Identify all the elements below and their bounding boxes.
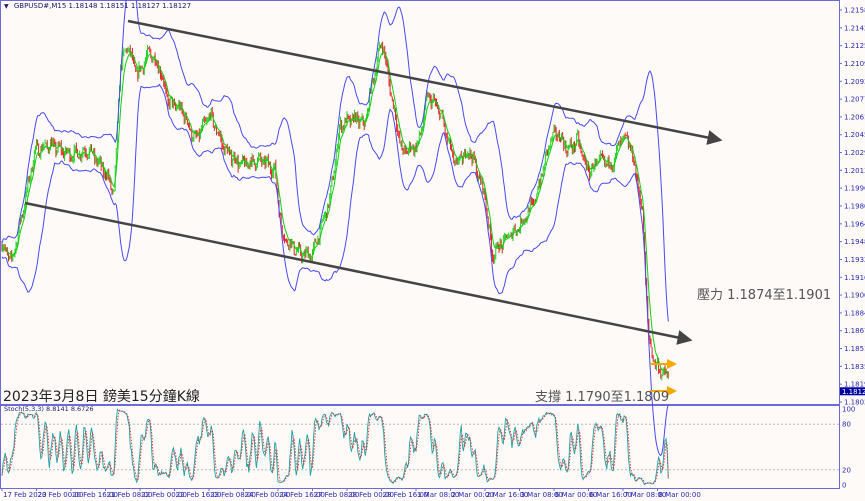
price-tick-label: 1.19160 <box>844 274 865 282</box>
price-tick-label: 1.20935 <box>844 78 865 86</box>
price-tick-label: 1.18030 <box>844 399 865 407</box>
main-pane-frame <box>0 0 840 405</box>
stoch-tick-label: 80 <box>842 421 851 429</box>
stoch-pane-frame <box>0 405 840 489</box>
time-tick-label: 22 Feb 16:00 <box>176 491 222 499</box>
support-annotation: 支撐 1.1790至1.1809 <box>535 390 670 405</box>
time-tick-label: 21 Feb 08:00 <box>107 491 153 499</box>
time-tick-label: 24 Feb 16:00 <box>279 491 325 499</box>
price-tick-label: 1.19805 <box>844 203 865 211</box>
resistance-annotation: 壓力 1.1874至1.1901 <box>697 288 832 303</box>
symbol-label: GBPUSD#,M15 <box>13 2 67 10</box>
price-tick-label: 1.20775 <box>844 96 865 104</box>
time-tick-label: 28 Feb 16:00 <box>383 491 429 499</box>
price-tick-label: 1.20450 <box>844 131 865 139</box>
time-tick-label: 22 Feb 00:00 <box>141 491 187 499</box>
last-price-label: 1.18127 <box>842 388 865 396</box>
stoch-label: Stoch(5,3,3) 8.8141 8.6726 <box>4 405 94 413</box>
lower-channel-trendline <box>24 201 693 345</box>
time-tick-label: 3 Mar 08:00 <box>521 491 563 499</box>
price-tick-label: 1.18515 <box>844 345 865 353</box>
time-tick-label: 8 Mar 00:00 <box>659 491 701 499</box>
close-value: 1.18127 <box>162 2 192 10</box>
price-tick-label: 1.21420 <box>844 24 865 32</box>
price-tick-label: 1.19320 <box>844 256 865 264</box>
stoch-signal-line <box>1 409 669 485</box>
price-tick-label: 1.18355 <box>844 363 865 371</box>
time-tick-label: 7 Mar 08:00 <box>624 491 666 499</box>
last-price-badge <box>840 387 865 396</box>
time-tick-label: 20 Feb 16:00 <box>72 491 118 499</box>
time-tick-label: 17 Feb 2023 <box>3 491 47 499</box>
price-tick-label: 1.21095 <box>844 60 865 68</box>
time-tick-label: 24 Feb 00:00 <box>245 491 291 499</box>
stoch-tick-label: 100 <box>842 406 855 414</box>
dropdown-triangle-icon[interactable]: ▼ <box>4 3 9 10</box>
price-tick-label: 1.18840 <box>844 309 865 317</box>
moving-average-line <box>1 51 669 378</box>
time-tick-label: 2 Mar 00:00 <box>452 491 494 499</box>
stoch-tick-label: 0 <box>842 482 846 490</box>
chart-title-annotation: 2023年3月8日 鎊美15分鐘K線 <box>3 389 200 405</box>
time-tick-label: 27 Feb 08:00 <box>314 491 360 499</box>
price-tick-label: 1.20610 <box>844 113 865 121</box>
price-tick-label: 1.18675 <box>844 327 865 335</box>
time-tick-label: 28 Feb 00:00 <box>348 491 394 499</box>
stoch-main-line <box>1 408 669 486</box>
price-tick-label: 1.18195 <box>844 381 865 389</box>
time-tick-label: 6 Mar 16:00 <box>590 491 632 499</box>
time-tick-label: 23 Feb 08:00 <box>210 491 256 499</box>
time-tick-label: 6 Mar 00:00 <box>555 491 597 499</box>
bollinger-upper-band <box>1 0 669 322</box>
price-tick-label: 1.19645 <box>844 220 865 228</box>
stoch-tick-label: 20 <box>842 466 851 474</box>
price-tick-label: 1.19000 <box>844 292 865 300</box>
low-value: 1.18127 <box>130 2 160 10</box>
open-value: 1.18148 <box>68 2 98 10</box>
high-value: 1.18151 <box>99 2 129 10</box>
price-tick-label: 1.21255 <box>844 42 865 50</box>
time-tick-label: 1 Mar 08:00 <box>417 491 459 499</box>
price-tick-label: 1.20290 <box>844 149 865 157</box>
candles <box>1 41 669 381</box>
price-tick-label: 1.21580 <box>844 7 865 15</box>
chart-header: ▼ GBPUSD#,M15 1.18148 1.18151 1.18127 1.… <box>4 2 191 10</box>
price-tick-label: 1.20130 <box>844 167 865 175</box>
time-tick-label: 2 Mar 16:00 <box>486 491 528 499</box>
upper-channel-trendline <box>127 19 723 145</box>
bollinger-lower-band <box>1 83 669 457</box>
time-tick-label: 20 Feb 00:00 <box>38 491 84 499</box>
price-tick-label: 1.19965 <box>844 185 865 193</box>
price-tick-label: 1.19485 <box>844 238 865 246</box>
